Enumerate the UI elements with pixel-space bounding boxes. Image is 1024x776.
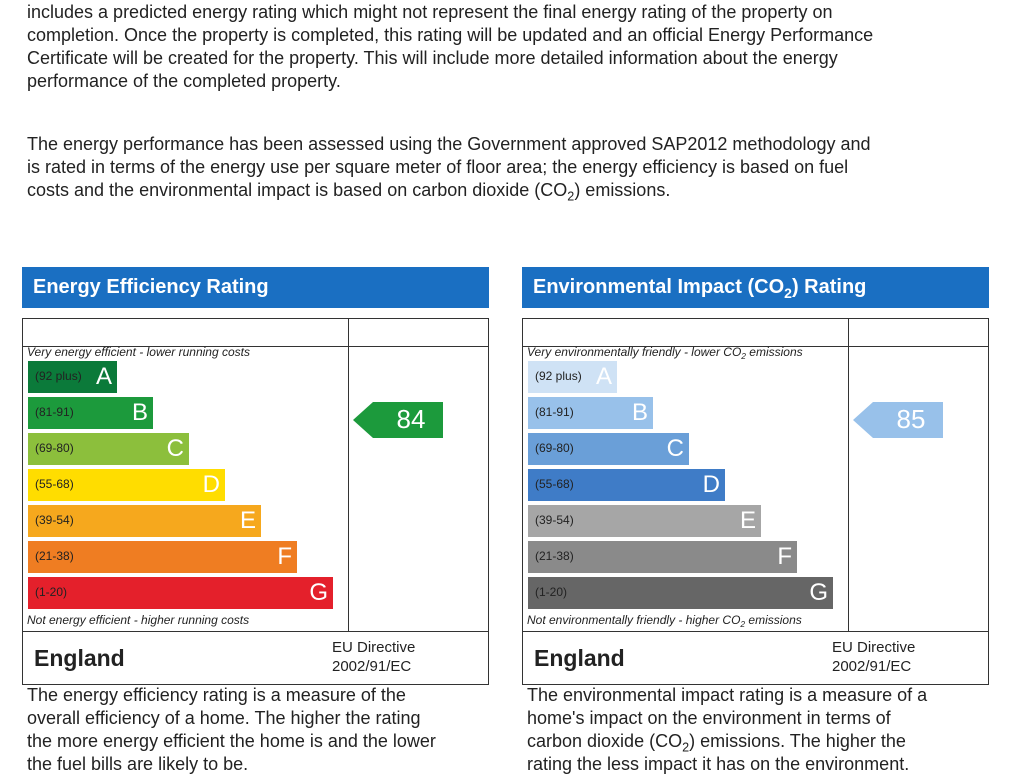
subscript: 2 <box>567 189 575 204</box>
band-range: (55-68) <box>35 477 74 491</box>
band-letter: D <box>202 471 220 498</box>
description-line: carbon dioxide (CO2) emissions. The high… <box>527 730 906 755</box>
intro-line: includes a predicted energy rating which… <box>27 2 833 22</box>
directive-line: EU Directive <box>332 639 416 656</box>
panel-title-text: Energy Efficiency Rating <box>33 276 269 298</box>
text-part: emissions <box>745 345 803 359</box>
intro-line: completion. Once the property is complet… <box>27 25 874 45</box>
directive-line: EU Directive <box>832 639 916 656</box>
band-letter: G <box>809 579 828 606</box>
band-range: (21-38) <box>35 549 74 563</box>
band-range: (92 plus) <box>35 369 82 383</box>
description-line: The energy efficiency rating is a measur… <box>27 685 406 705</box>
column-divider <box>348 318 349 632</box>
rating-band: (1-20) G <box>528 577 833 609</box>
band-letter: A <box>595 363 612 390</box>
rating-band: (81-91) B <box>528 397 653 429</box>
current-rating: 85 <box>896 404 926 434</box>
rating-arrow <box>353 402 443 438</box>
band-letter: C <box>166 435 184 462</box>
rating-band: (21-38) F <box>28 541 297 573</box>
rating-band: (21-38) F <box>528 541 797 573</box>
arrow-shape <box>853 402 943 438</box>
rating-arrow <box>853 402 943 438</box>
bottom-label: Not environmentally friendly - higher CO… <box>527 613 802 629</box>
band-range: (69-80) <box>535 441 574 455</box>
text-part: emissions <box>745 613 802 627</box>
region: England <box>34 645 125 671</box>
description-line: overall efficiency of a home. The higher… <box>27 708 421 728</box>
footer-box <box>22 631 489 685</box>
band-range: (81-91) <box>535 405 574 419</box>
band-letter: F <box>277 543 292 570</box>
intro-line: Certificate will be created for the prop… <box>27 48 838 68</box>
header-box <box>22 318 489 347</box>
band-letter: D <box>702 471 720 498</box>
band-letter: C <box>666 435 684 462</box>
arrow-shape <box>353 402 443 438</box>
rating-band: (1-20) G <box>28 577 333 609</box>
rating-band: (69-80) C <box>528 433 689 465</box>
panel-title: Environmental Impact (CO2) Rating <box>522 267 989 308</box>
description-line: the fuel bills are likely to be. <box>27 754 249 774</box>
rating-band: (55-68) D <box>528 469 725 501</box>
subscript: 2 <box>741 350 746 361</box>
text-part: carbon dioxide (CO <box>527 731 683 751</box>
methodology-line: The energy performance has been assessed… <box>27 134 871 154</box>
band-range: (92 plus) <box>535 369 582 383</box>
band-letter: A <box>95 363 112 390</box>
current-rating: 84 <box>396 404 426 434</box>
text-part: Not environmentally friendly - higher CO <box>527 613 741 627</box>
text-part: Very environmentally friendly - lower CO <box>527 345 742 359</box>
column-divider <box>848 318 849 632</box>
methodology-line: is rated in terms of the energy use per … <box>27 157 849 177</box>
description-line: home's impact on the environment in term… <box>527 708 891 728</box>
band-range: (1-20) <box>535 585 568 599</box>
header-box <box>522 318 989 347</box>
rating-band: (39-54) E <box>28 505 261 537</box>
directive-line: 2002/91/EC <box>832 658 912 675</box>
description-line: The environmental impact rating is a mea… <box>527 685 928 705</box>
panel-title-text: Environmental Impact (CO2) Rating <box>533 276 867 301</box>
band-range: (39-54) <box>535 513 574 527</box>
band-range: (55-68) <box>535 477 574 491</box>
directive-line: 2002/91/EC <box>332 658 412 675</box>
description-line: rating the less impact it has on the env… <box>527 754 910 774</box>
subscript: 2 <box>784 284 792 301</box>
rating-band: (92 plus) A <box>28 361 117 393</box>
band-letter: E <box>239 507 256 534</box>
rating-band: (39-54) E <box>528 505 761 537</box>
rating-band: (69-80) C <box>28 433 189 465</box>
subscript: 2 <box>740 618 746 629</box>
band-range: (81-91) <box>35 405 74 419</box>
top-label: Very energy efficient - lower running co… <box>27 345 250 359</box>
intro-line: performance of the completed property. <box>27 71 341 91</box>
top-label: Very environmentally friendly - lower CO… <box>527 345 803 361</box>
panel-title: Energy Efficiency Rating <box>22 267 489 308</box>
bottom-label: Not energy efficient - higher running co… <box>27 613 250 627</box>
rating-band: (55-68) D <box>28 469 225 501</box>
methodology-line: costs and the environmental impact is ba… <box>27 179 671 204</box>
text-part: costs and the environmental impact is ba… <box>27 180 568 200</box>
text-part: ) emissions. <box>574 180 671 200</box>
footer-box <box>522 631 989 685</box>
band-letter: G <box>309 579 328 606</box>
text-part: ) Rating <box>791 276 867 298</box>
band-range: (39-54) <box>35 513 74 527</box>
text-part: ) emissions. The higher the <box>689 731 906 751</box>
band-letter: B <box>131 399 148 426</box>
band-letter: B <box>631 399 648 426</box>
subscript: 2 <box>682 740 690 755</box>
description-line: the more energy efficient the home is an… <box>27 731 436 751</box>
band-letter: E <box>739 507 756 534</box>
band-letter: F <box>777 543 792 570</box>
rating-band: (92 plus) A <box>528 361 617 393</box>
band-range: (21-38) <box>535 549 574 563</box>
band-range: (1-20) <box>35 585 68 599</box>
band-range: (69-80) <box>35 441 74 455</box>
text-part: Environmental Impact (CO <box>533 276 785 298</box>
rating-band: (81-91) B <box>28 397 153 429</box>
region: England <box>534 645 625 671</box>
